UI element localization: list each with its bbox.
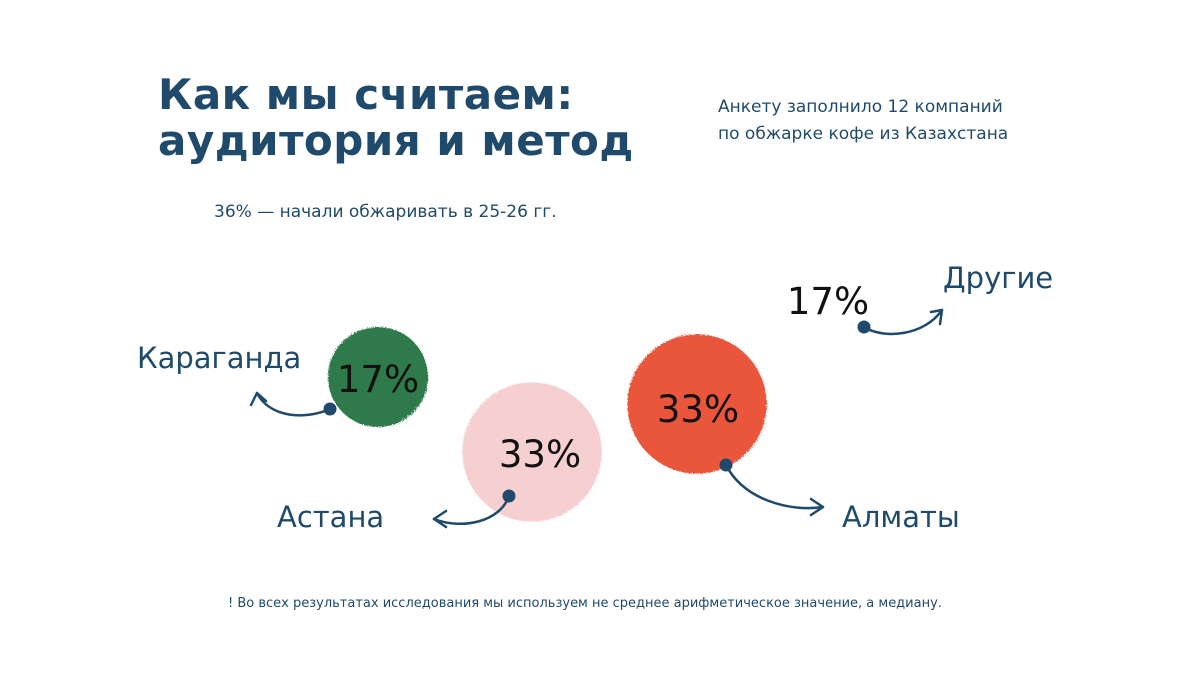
city-label-1: Астана — [277, 500, 384, 534]
city-group-1: 33% Астана — [277, 382, 602, 534]
arrow-head-2 — [809, 497, 825, 517]
city-group-3: 17% Другие — [787, 261, 1053, 336]
arrow-head-3 — [929, 308, 944, 326]
arrow-head-0 — [249, 391, 268, 407]
survey-note-line-1: Анкету заполнило 12 компаний — [718, 97, 1003, 117]
arrow-line-2 — [724, 463, 825, 510]
arrow-dot-1 — [502, 489, 516, 503]
bubble-2 — [627, 334, 767, 474]
arrow-line-1 — [432, 494, 511, 526]
page-title-line-2: аудитория и метод — [158, 116, 634, 165]
percent-label-0: 17% — [337, 358, 419, 401]
median-footnote: ! Во всех результатах исследования мы ис… — [228, 596, 942, 611]
percent-label-2: 33% — [657, 388, 739, 431]
arrow-dot-0 — [323, 402, 337, 416]
survey-note: Анкету заполнило 12 компаний по обжарке … — [718, 94, 1008, 148]
arrow-dot-2 — [719, 458, 733, 472]
started-roasting-note: 36% — начали обжаривать в 25-26 гг. — [214, 202, 557, 222]
bubble-0 — [328, 327, 428, 427]
survey-note-line-2: по обжарке кофе из Казахстана — [718, 124, 1009, 144]
arrow-line-3 — [862, 308, 944, 336]
city-label-2: Алматы — [842, 500, 960, 534]
arrow-head-1 — [432, 509, 448, 529]
arrow-line-0 — [255, 391, 332, 417]
percent-label-3: 17% — [787, 280, 869, 323]
arrow-dot-3 — [857, 320, 871, 334]
page-title: Как мы считаем: аудитория и метод — [158, 72, 634, 164]
city-group-0: 17% Караганда — [137, 327, 428, 427]
page-title-line-1: Как мы считаем: — [158, 70, 574, 119]
city-group-2: 33% Алматы — [627, 334, 960, 534]
city-label-0: Караганда — [137, 341, 301, 375]
bubble-1 — [462, 382, 602, 522]
city-label-3: Другие — [943, 261, 1053, 295]
percent-label-1: 33% — [499, 433, 581, 476]
